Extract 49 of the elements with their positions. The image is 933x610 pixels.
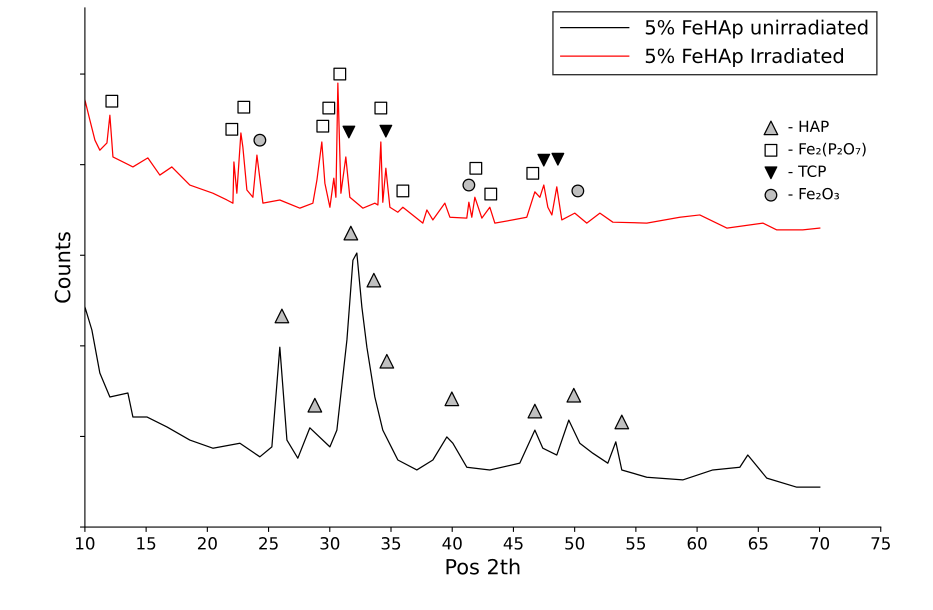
point (526, 166, 540, 180)
point (343, 226, 358, 240)
x-axis-title: Pos 2th (446, 558, 520, 575)
point (105, 94, 118, 108)
point (225, 122, 238, 136)
point (366, 272, 382, 288)
point (253, 134, 266, 147)
x-tick-label: 55 (626, 537, 646, 550)
point (566, 388, 582, 403)
legend-label: - HAP (788, 120, 829, 132)
x-tick-label: 25 (259, 537, 278, 550)
point (571, 184, 584, 198)
point (551, 152, 564, 166)
point (527, 404, 542, 418)
point (322, 102, 336, 114)
point (379, 354, 394, 369)
x-tick-label: 35 (382, 537, 400, 550)
legend-label: - TCP (788, 165, 826, 177)
point (484, 188, 498, 201)
point (379, 124, 392, 138)
point (537, 154, 550, 167)
point (333, 68, 346, 80)
point (316, 120, 330, 133)
point (469, 162, 482, 175)
x-tick-label: 10 (76, 537, 94, 550)
legend-label: 5% FeHAp Irradiated (646, 48, 843, 67)
x-tick-label: 60 (688, 537, 707, 550)
x-tick-label: 15 (137, 537, 156, 550)
x-tick-label: 50 (565, 537, 584, 550)
point (462, 178, 476, 192)
y-axis-title: Counts (54, 232, 70, 303)
x-tick-label: 70 (810, 537, 830, 550)
point (307, 398, 322, 413)
point (342, 126, 356, 138)
legend-label: 5% FeHAp unirradiated (646, 20, 868, 38)
point (444, 391, 460, 406)
point (274, 308, 290, 324)
legend-label: - Fe₂(P₂O₇) (788, 142, 866, 156)
x-tick-label: 20 (198, 537, 217, 550)
point (396, 184, 410, 198)
x-tick-label: 30 (320, 537, 340, 550)
point (237, 100, 250, 114)
point (614, 414, 630, 430)
x-tick-label: 45 (504, 537, 523, 550)
x-tick-label: 65 (748, 537, 768, 550)
x-tick-label: 40 (442, 537, 462, 550)
x-tick-label: 75 (872, 537, 890, 550)
point (374, 102, 388, 114)
legend-label: - Fe₂O₃ (788, 188, 839, 200)
